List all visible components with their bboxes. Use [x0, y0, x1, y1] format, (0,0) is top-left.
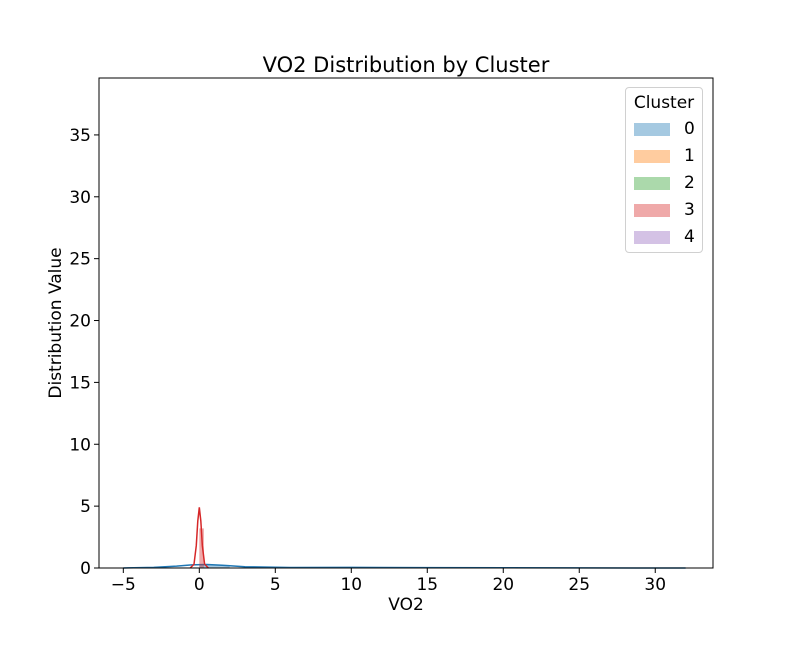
legend-item-cluster-1: 1	[634, 146, 695, 166]
legend-label: 0	[684, 119, 695, 139]
x-tick-label: 5	[270, 575, 281, 595]
legend-item-cluster-0: 0	[634, 119, 695, 139]
legend-swatch	[634, 204, 670, 217]
legend-item-cluster-4: 4	[634, 227, 695, 247]
x-tick-label: −5	[111, 575, 136, 595]
y-tick-label: 35	[69, 126, 91, 146]
x-tick-label: 25	[568, 575, 590, 595]
legend-swatch	[634, 231, 670, 244]
x-tick-label: 15	[416, 575, 438, 595]
legend-swatch	[634, 177, 670, 190]
legend-label: 3	[684, 200, 695, 220]
y-tick-label: 20	[69, 312, 91, 332]
x-tick-label: 30	[644, 575, 666, 595]
x-axis-label: VO2	[388, 595, 424, 615]
legend: Cluster 0 1 2 3 4	[625, 87, 703, 253]
legend-label: 1	[684, 146, 695, 166]
legend-title: Cluster	[626, 93, 702, 113]
axis-ticks: −5 0 5 10 15 20 25 30 0 5 10 15 20 25 30 35	[69, 126, 666, 595]
legend-label: 4	[684, 227, 695, 247]
y-tick-label: 15	[69, 373, 91, 393]
legend-item-cluster-3: 3	[634, 200, 695, 220]
legend-swatch	[634, 123, 670, 136]
y-tick-label: 30	[69, 188, 91, 208]
y-tick-label: 25	[69, 250, 91, 270]
legend-item-cluster-2: 2	[634, 173, 695, 193]
x-tick-label: 0	[194, 575, 205, 595]
chart-title: VO2 Distribution by Cluster	[263, 53, 550, 77]
x-tick-label: 10	[340, 575, 362, 595]
y-axis-label: Distribution Value	[46, 247, 66, 398]
legend-label: 2	[684, 173, 695, 193]
plot-frame	[99, 78, 713, 568]
legend-swatch	[634, 150, 670, 163]
y-tick-label: 10	[69, 435, 91, 455]
chart-marks	[123, 507, 685, 568]
y-tick-label: 5	[80, 497, 91, 517]
y-tick-label: 0	[80, 559, 91, 579]
x-tick-label: 20	[492, 575, 514, 595]
